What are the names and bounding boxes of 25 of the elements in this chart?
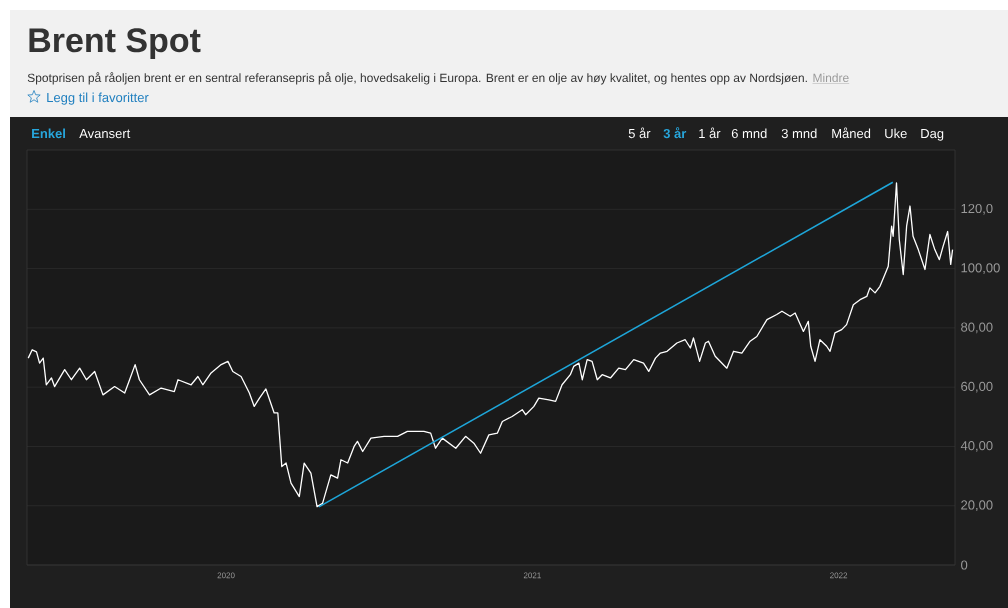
line-series: [27, 182, 954, 508]
text: Måned: [832, 127, 871, 139]
text: Avansert: [79, 129, 131, 139]
text: 3 mnd: [781, 128, 817, 139]
text: 6 mnd: [731, 128, 767, 139]
x-tick-label: 2021: [523, 572, 541, 579]
y-tick-label: 20,00: [961, 500, 993, 512]
text: Uke: [885, 128, 907, 139]
text: 3 år: [663, 127, 687, 139]
text: 1 år: [699, 127, 721, 139]
text: Enkel: [32, 128, 65, 139]
y-tick-label: 60,00: [961, 381, 993, 393]
x-tick-label: 2020: [217, 572, 235, 579]
y-tick-label: 80,00: [961, 322, 993, 334]
x-tick-label: 2022: [830, 572, 848, 579]
y-tick-label: 100,00: [961, 263, 1000, 274]
chart-subtitle: Spotprisen på råoljen brent er en sentral referansepris på olje, hovedsakelig i Europa. Brent er en olje av høy kvalitet, og hentes opp av Nordsjøen.: [27, 72, 807, 85]
text: 5 år: [628, 127, 651, 139]
y-tick-label: 120,0: [961, 203, 993, 215]
y-tick-label: 0: [961, 560, 968, 570]
y-tick-label: 40,00: [960, 441, 993, 452]
chart-title: Brent Spot: [29, 28, 201, 60]
text: Legg til i favoritter: [47, 92, 149, 105]
text: Mindre: [813, 73, 849, 83]
text: Dag: [921, 129, 944, 141]
